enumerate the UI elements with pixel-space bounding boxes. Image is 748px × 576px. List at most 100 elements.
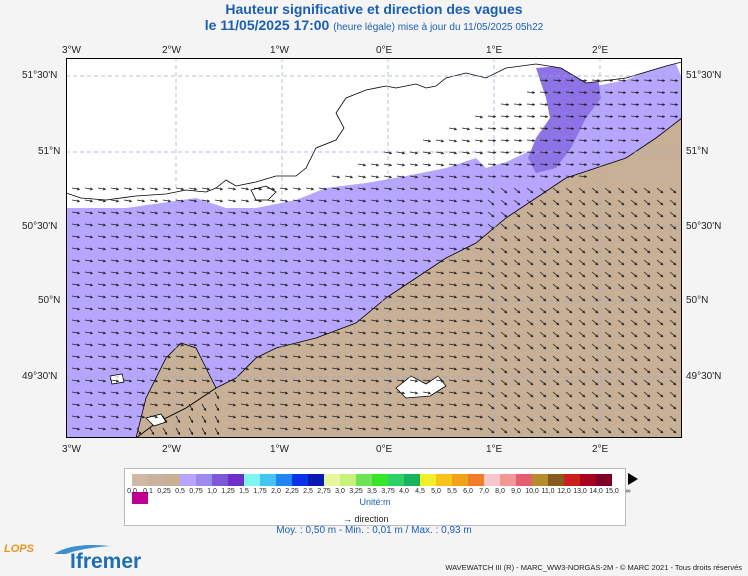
direction-arrowhead [116,211,119,215]
direction-arrowhead [363,175,366,179]
direction-arrowhead [504,322,508,326]
direction-arrowhead [311,283,314,287]
direction-arrowhead [285,187,288,191]
direction-arrowhead [569,346,573,350]
direction-arrowhead [116,307,119,311]
direction-arrowhead [272,295,275,299]
direction-arrowhead [428,175,431,179]
direction-arrowhead [337,211,340,215]
direction-arrowhead [595,190,599,194]
direction-arrowhead [480,367,483,371]
direction-arrowhead [491,274,495,278]
direction-arrowhead [402,415,405,419]
direction-arrowhead [467,403,470,407]
direction-arrowhead [543,322,547,326]
direction-arrowhead [428,199,431,203]
direction-arrowhead [636,138,639,143]
direction-arrowhead [116,295,119,299]
direction-arrowhead [272,187,275,191]
direction-arrowhead [350,223,353,227]
direction-arrowhead [376,175,379,179]
direction-arrowhead [298,355,301,359]
direction-arrowhead [220,379,223,383]
direction-arrowhead [467,307,470,311]
direction-arrowhead [203,431,207,435]
legend-swatch [292,474,308,486]
direction-arrowhead [272,211,275,215]
lat-label: 50°30'N [686,221,722,232]
direction-arrowhead [77,307,80,311]
lon-label: 2°E [592,444,609,455]
direction-arrowhead [90,235,93,239]
direction-arrowhead [155,211,158,215]
direction-arrowhead [194,211,197,215]
map-date: le 11/05/2025 17:00 (heure légale) mise … [0,17,748,33]
direction-arrowhead [350,199,353,203]
direction-arrowhead [621,346,625,350]
direction-arrowhead [480,415,483,419]
direction-arrowhead [595,358,599,362]
direction-arrowhead [571,90,574,95]
direction-arrowhead [259,271,262,275]
direction-arrowhead [582,406,586,410]
direction-arrowhead [389,319,392,323]
direction-arrowhead [582,346,586,350]
legend-swatch [580,474,596,486]
direction-arrowhead [556,358,560,362]
direction-arrowhead [660,418,664,422]
legend-swatch [372,474,388,486]
direction-arrowhead [298,295,301,299]
direction-arrowhead [233,187,236,191]
direction-arrowhead [363,163,366,167]
direction-arrowhead [415,427,418,431]
direction-arrowhead [194,223,197,227]
direction-arrowhead [558,150,561,155]
direction-arrowhead [77,271,80,275]
direction-arrowhead [530,190,534,194]
direction-arrowhead [129,211,132,215]
direction-arrowhead [454,127,457,131]
direction-arrowhead [298,259,301,263]
update-subtitle: (heure légale) mise à jour du 11/05/2025… [333,22,544,33]
direction-arrowhead [181,223,184,227]
direction-arrowhead [181,331,184,335]
direction-arrowhead [506,114,509,119]
direction-arrowhead [116,319,119,323]
direction-arrowhead [272,283,275,287]
direction-arrowhead [181,235,184,239]
direction-arrowhead [298,307,301,311]
direction-arrowhead [545,138,548,143]
direction-arrowhead [311,211,314,215]
lat-label: 50°N [686,295,709,306]
direction-arrowhead [389,235,392,239]
direction-arrowhead [673,322,677,326]
direction-arrowhead [207,391,210,395]
direction-arrowhead [634,274,638,278]
direction-arrowhead [376,379,379,383]
wave-direction-arrows [71,78,679,436]
direction-arrowhead [558,126,561,131]
direction-arrowhead [142,415,145,419]
direction-arrowhead [142,199,145,203]
direction-arrowhead [190,419,194,423]
direction-arrowhead [634,238,638,242]
direction-arrowhead [517,286,521,290]
direction-arrowhead [621,262,625,266]
direction-arrowhead [246,307,249,311]
direction-arrowhead [530,406,534,410]
direction-arrowhead [233,427,236,431]
direction-arrowhead [467,235,470,239]
direction-arrowhead [569,250,573,254]
direction-arrowhead [441,223,444,227]
legend-value: 14,0 [589,488,603,495]
direction-arrowhead [116,187,119,191]
direction-arrowhead [582,382,586,386]
direction-arrowhead [467,247,470,251]
direction-arrowhead [623,114,626,119]
direction-arrowhead [259,283,262,287]
direction-arrowhead [569,418,573,422]
direction-arrowhead [246,283,249,287]
direction-arrowhead [207,259,210,263]
direction-arrowhead [467,187,470,191]
direction-arrowhead [324,283,327,287]
